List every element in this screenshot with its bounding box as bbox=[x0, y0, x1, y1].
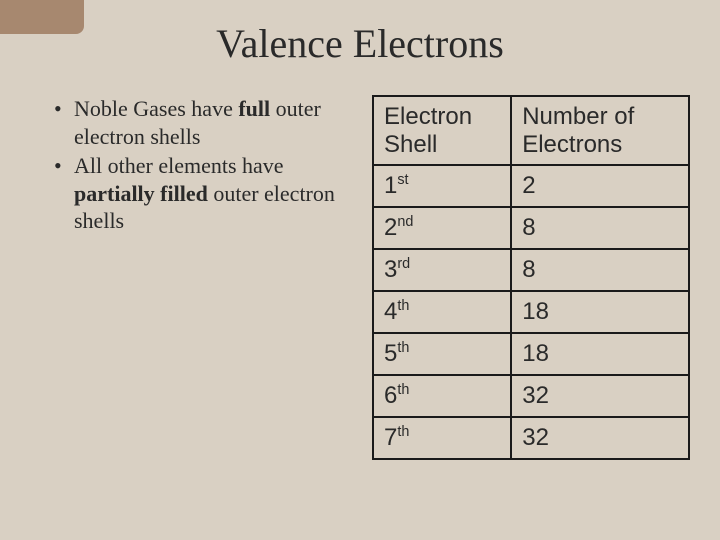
shell-number: 1 bbox=[384, 172, 397, 199]
column-header-electrons: Number of Electrons bbox=[511, 96, 689, 165]
shell-ordinal: th bbox=[397, 424, 409, 440]
slide-title: Valence Electrons bbox=[0, 0, 720, 95]
shell-number: 6 bbox=[384, 382, 397, 409]
bullet-text-pre: Noble Gases have bbox=[74, 96, 238, 121]
bullet-text-bold: full bbox=[238, 96, 270, 121]
shell-number: 3 bbox=[384, 256, 397, 283]
cell-electrons: 32 bbox=[511, 417, 689, 459]
shell-number: 7 bbox=[384, 424, 397, 451]
list-item: All other elements have partially filled… bbox=[54, 152, 354, 235]
electron-shell-table: Electron Shell Number of Electrons 1st 2… bbox=[372, 95, 690, 460]
list-item: Noble Gases have full outer electron she… bbox=[54, 95, 354, 150]
cell-shell: 1st bbox=[373, 165, 511, 207]
shell-number: 4 bbox=[384, 298, 397, 325]
cell-shell: 6th bbox=[373, 375, 511, 417]
shell-ordinal: th bbox=[397, 340, 409, 356]
cell-shell: 4th bbox=[373, 291, 511, 333]
table-row: 1st 2 bbox=[373, 165, 689, 207]
shell-ordinal: rd bbox=[397, 256, 410, 272]
shell-ordinal: nd bbox=[397, 214, 413, 230]
cell-electrons: 18 bbox=[511, 333, 689, 375]
table-header-row: Electron Shell Number of Electrons bbox=[373, 96, 689, 165]
cell-shell: 3rd bbox=[373, 249, 511, 291]
column-header-shell: Electron Shell bbox=[373, 96, 511, 165]
table-row: 5th 18 bbox=[373, 333, 689, 375]
shell-number: 5 bbox=[384, 340, 397, 367]
table-row: 2nd 8 bbox=[373, 207, 689, 249]
cell-electrons: 32 bbox=[511, 375, 689, 417]
table-row: 7th 32 bbox=[373, 417, 689, 459]
shell-number: 2 bbox=[384, 214, 397, 241]
table-row: 4th 18 bbox=[373, 291, 689, 333]
cell-electrons: 8 bbox=[511, 207, 689, 249]
cell-shell: 2nd bbox=[373, 207, 511, 249]
bullet-text-bold: partially filled bbox=[74, 181, 208, 206]
cell-shell: 5th bbox=[373, 333, 511, 375]
bullet-list: Noble Gases have full outer electron she… bbox=[54, 95, 354, 460]
table-row: 3rd 8 bbox=[373, 249, 689, 291]
shell-ordinal: th bbox=[397, 382, 409, 398]
cell-electrons: 18 bbox=[511, 291, 689, 333]
content-area: Noble Gases have full outer electron she… bbox=[0, 95, 720, 460]
table-row: 6th 32 bbox=[373, 375, 689, 417]
table-container: Electron Shell Number of Electrons 1st 2… bbox=[372, 95, 690, 460]
shell-ordinal: th bbox=[397, 298, 409, 314]
cell-shell: 7th bbox=[373, 417, 511, 459]
cell-electrons: 2 bbox=[511, 165, 689, 207]
shell-ordinal: st bbox=[397, 172, 408, 188]
corner-accent bbox=[0, 0, 84, 34]
bullet-text-pre: All other elements have bbox=[74, 153, 284, 178]
cell-electrons: 8 bbox=[511, 249, 689, 291]
